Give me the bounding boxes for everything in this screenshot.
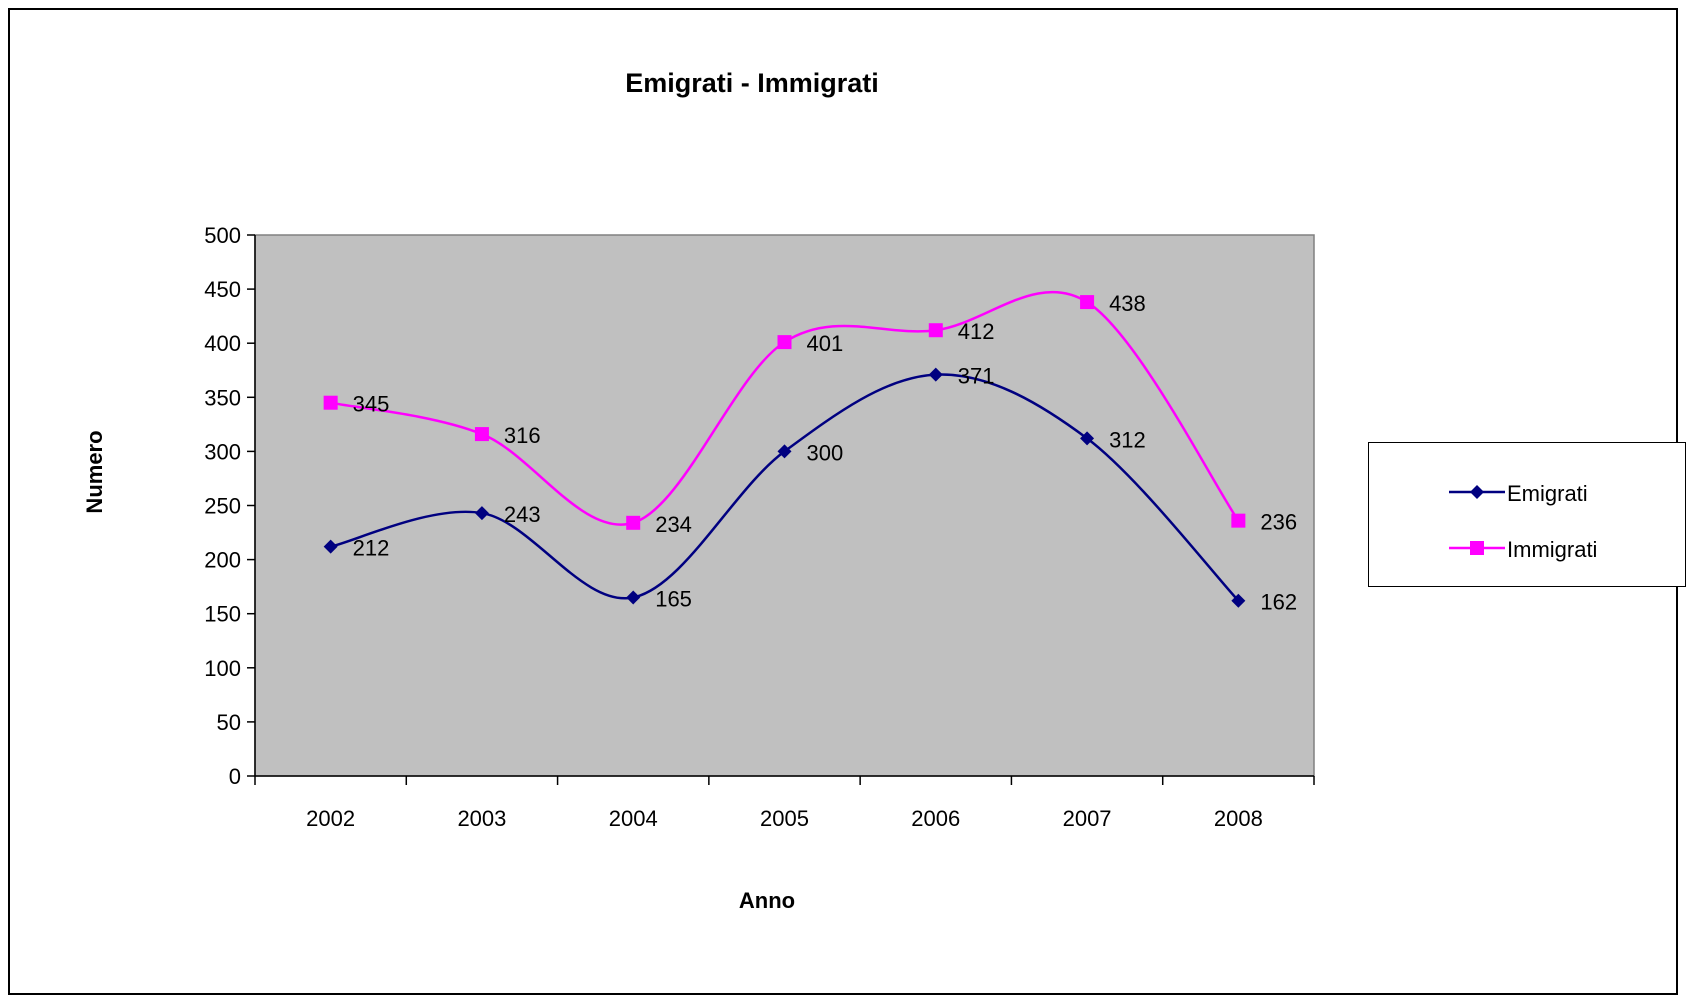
x-tick-label: 2005 [760, 806, 809, 831]
y-tick-label: 200 [204, 548, 241, 573]
series-layer [323, 290, 1246, 608]
data-point-immigrati [474, 427, 489, 442]
x-axis-title: Anno [739, 888, 795, 913]
data-point-immigrati [928, 323, 943, 338]
data-label-emigrati: 162 [1260, 590, 1297, 615]
legend-swatch-immigrati [1449, 541, 1505, 555]
legend-swatch-emigrati [1449, 485, 1505, 499]
data-point-emigrati [928, 367, 943, 382]
x-tick-label: 2007 [1063, 806, 1112, 831]
chart-title: Emigrati - Immigrati [625, 68, 879, 98]
data-label-immigrati: 412 [958, 319, 995, 344]
y-tick-label: 150 [204, 602, 241, 627]
legend-label-immigrati: Immigrati [1507, 537, 1598, 562]
y-tick-label: 250 [204, 494, 241, 519]
data-label-emigrati: 300 [807, 440, 844, 465]
axes-layer: 0 50 100 150 200 250 300 350 400 450 500 2002 2003 20… [204, 223, 1315, 831]
data-point-immigrati [323, 395, 338, 410]
data-point-emigrati [777, 444, 792, 459]
data-point-immigrati [1080, 295, 1095, 310]
x-tick-label: 2002 [306, 806, 355, 831]
data-label-emigrati: 371 [958, 364, 995, 389]
y-tick-label: 100 [204, 656, 241, 681]
data-label-emigrati: 165 [655, 586, 692, 611]
legend-label-emigrati: Emigrati [1507, 481, 1588, 506]
y-tick-label: 500 [204, 223, 241, 248]
data-label-immigrati: 345 [353, 392, 390, 417]
data-point-emigrati [323, 539, 338, 554]
data-point-emigrati [1080, 431, 1095, 446]
data-label-emigrati: 243 [504, 502, 541, 527]
y-tick-label: 0 [229, 764, 241, 789]
x-tick-label: 2006 [911, 806, 960, 831]
data-point-immigrati [626, 515, 641, 530]
data-label-immigrati: 236 [1260, 510, 1297, 535]
y-tick-label: 450 [204, 277, 241, 302]
data-label-immigrati: 316 [504, 423, 541, 448]
x-tick-label: 2008 [1214, 806, 1263, 831]
data-label-immigrati: 401 [807, 331, 844, 356]
y-tick-label: 50 [217, 710, 241, 735]
data-label-immigrati: 438 [1109, 291, 1146, 316]
data-point-immigrati [777, 335, 792, 350]
data-label-immigrati: 234 [655, 512, 692, 537]
y-tick-label: 350 [204, 385, 241, 410]
chart-frame: Emigrati - Immigrati Numero Anno 0 50 100 1… [8, 8, 1686, 995]
plot-area [254, 234, 1315, 777]
data-label-emigrati: 312 [1109, 427, 1146, 452]
labels-layer: 212 243 165 300 371 312 162 345 316 234 401 412 438 2… [353, 291, 1297, 615]
data-point-immigrati [1231, 513, 1246, 528]
y-axis-title: Numero [82, 430, 107, 513]
data-label-emigrati: 212 [353, 536, 390, 561]
data-point-emigrati [474, 506, 489, 521]
y-tick-label: 400 [204, 331, 241, 356]
data-point-emigrati [1231, 593, 1246, 608]
chart-svg: Emigrati - Immigrati Numero Anno 0 50 100 1… [82, 68, 1315, 913]
legend: Emigrati Immigrati [1368, 442, 1686, 587]
data-point-emigrati [626, 590, 641, 605]
x-tick-label: 2003 [457, 806, 506, 831]
x-tick-label: 2004 [609, 806, 658, 831]
y-tick-label: 300 [204, 439, 241, 464]
